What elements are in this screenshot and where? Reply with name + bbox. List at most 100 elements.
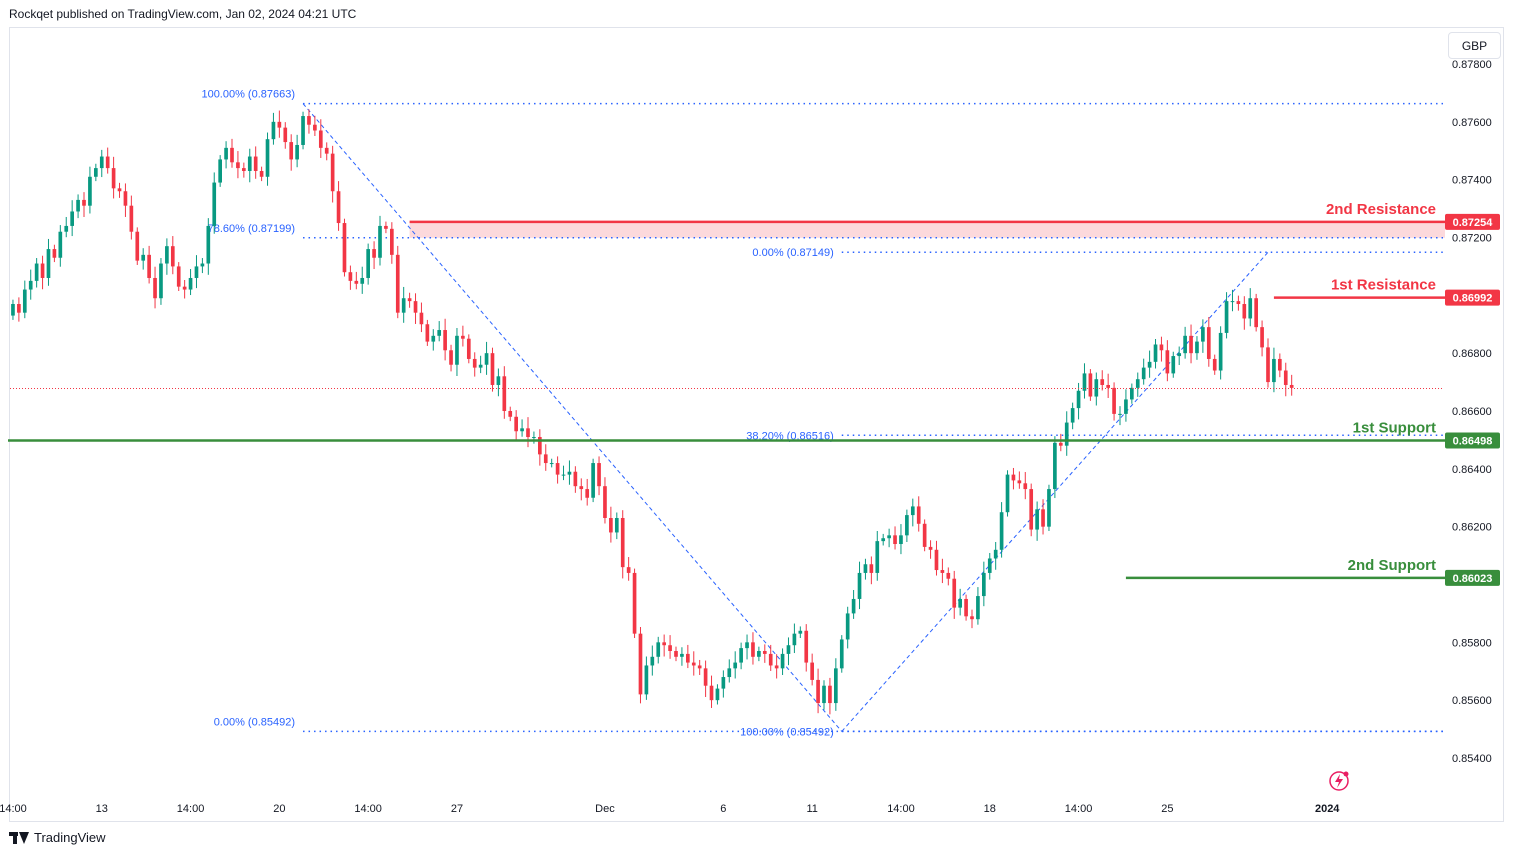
- candle-body: [70, 211, 74, 226]
- lightning-icon[interactable]: [1327, 769, 1351, 793]
- candle-body: [780, 653, 785, 669]
- candle-body: [1082, 373, 1087, 391]
- candle-body: [620, 517, 625, 568]
- candle-body: [1242, 304, 1247, 319]
- candle-body: [354, 280, 359, 284]
- candle-body: [295, 144, 299, 160]
- candle-body: [277, 121, 282, 128]
- candle-body: [1195, 341, 1199, 354]
- candle-body: [964, 598, 968, 617]
- candle-body: [1118, 413, 1122, 415]
- candle-body: [283, 127, 288, 143]
- candle-body: [82, 199, 86, 206]
- candle-body: [141, 254, 146, 261]
- candle-body: [834, 668, 838, 704]
- candle-body: [905, 515, 909, 536]
- candle-body: [105, 156, 110, 169]
- time-tick-label: 13: [96, 803, 108, 815]
- candle-body: [739, 648, 743, 663]
- chart-frame: [9, 27, 1504, 822]
- candle-body: [224, 147, 228, 160]
- time-tick-label: 14:00: [177, 803, 205, 815]
- candle-body: [1278, 358, 1282, 371]
- resistance-zone-fill: [409, 221, 1446, 238]
- time-tick-label: 18: [984, 803, 996, 815]
- candle-body: [1218, 332, 1223, 371]
- level-price-value: 0.86023: [1453, 573, 1493, 585]
- candle-body: [1094, 379, 1099, 397]
- candle-body: [762, 651, 767, 654]
- candle-body: [987, 558, 992, 573]
- candle-body: [449, 350, 453, 365]
- time-axis: 14:00 13 14:00 20 14:00 27 Dec 6 11 14:00 18 14:00 2…: [0, 803, 1340, 815]
- candle-body: [922, 523, 927, 547]
- candle-body: [514, 416, 518, 432]
- candle-body: [1076, 390, 1081, 409]
- candle-body: [573, 471, 578, 487]
- candle-body: [881, 538, 886, 542]
- candle-body: [1230, 301, 1235, 303]
- candle-body: [1159, 344, 1164, 351]
- candle-body: [910, 506, 915, 516]
- candle-body: [952, 578, 957, 608]
- candle-body: [591, 463, 595, 498]
- candle-body: [1212, 358, 1217, 371]
- level-price-box: [1445, 289, 1500, 306]
- candle-body: [1283, 370, 1288, 385]
- candle-body: [863, 564, 868, 573]
- candle-body: [236, 162, 240, 169]
- candle-body: [1064, 422, 1069, 446]
- currency-button[interactable]: GBP: [1448, 32, 1501, 59]
- candle-body: [845, 613, 850, 640]
- level-price-value: 0.86498: [1453, 435, 1493, 447]
- candle-body: [212, 182, 217, 226]
- price-tick-label: 0.87200: [1452, 233, 1492, 245]
- candle-body: [40, 263, 45, 278]
- candle-body: [632, 572, 637, 634]
- candle-body: [721, 677, 726, 689]
- fib-level-label: 78.60% (0.87199): [208, 223, 295, 235]
- candle-body: [1100, 379, 1105, 385]
- candle-body: [372, 249, 376, 258]
- candle-body: [1106, 384, 1110, 388]
- candle-body: [520, 428, 524, 432]
- candle-body: [1023, 483, 1028, 490]
- candle-body: [1289, 384, 1294, 388]
- footer-brand: TradingView: [34, 830, 106, 845]
- candle-body: [970, 616, 974, 620]
- time-tick-label: 14:00: [354, 803, 382, 815]
- candle-body: [893, 535, 897, 545]
- candle-body: [549, 463, 554, 465]
- candle-body: [58, 231, 63, 258]
- fib-level-label: 0.00% (0.87149): [752, 247, 833, 259]
- tradingview-logo[interactable]: TradingView: [9, 830, 106, 845]
- candle-body: [52, 249, 57, 258]
- candle-body: [976, 596, 980, 620]
- candle-body: [1183, 335, 1187, 354]
- candle-body: [934, 549, 939, 571]
- candle-body: [265, 139, 270, 177]
- time-tick-label: 11: [806, 803, 817, 815]
- fib-level-label: 0.00% (0.85492): [214, 716, 295, 728]
- candle-body: [259, 170, 264, 177]
- candle-body: [674, 651, 678, 657]
- support-resistance-levels: 2nd Resistance 0.87254 1st Resistance 0.869…: [8, 201, 1500, 586]
- candle-body: [466, 338, 471, 359]
- candle-body: [774, 665, 779, 669]
- candle-body: [360, 277, 365, 284]
- price-tick-label: 0.86800: [1452, 348, 1492, 360]
- candle-body: [887, 535, 891, 539]
- candle-body: [1112, 387, 1116, 414]
- candle-body: [490, 353, 495, 385]
- candle-body: [342, 223, 347, 273]
- level-price-box: [1445, 569, 1500, 586]
- fib-diagonal: [841, 251, 1269, 732]
- candle-body: [603, 486, 607, 518]
- candle-body: [194, 266, 199, 278]
- candle-body: [786, 645, 791, 654]
- candle-body: [1058, 442, 1063, 446]
- candle-body: [1236, 301, 1241, 305]
- candle-body: [401, 298, 406, 313]
- price-tick-label: 0.87600: [1452, 117, 1492, 129]
